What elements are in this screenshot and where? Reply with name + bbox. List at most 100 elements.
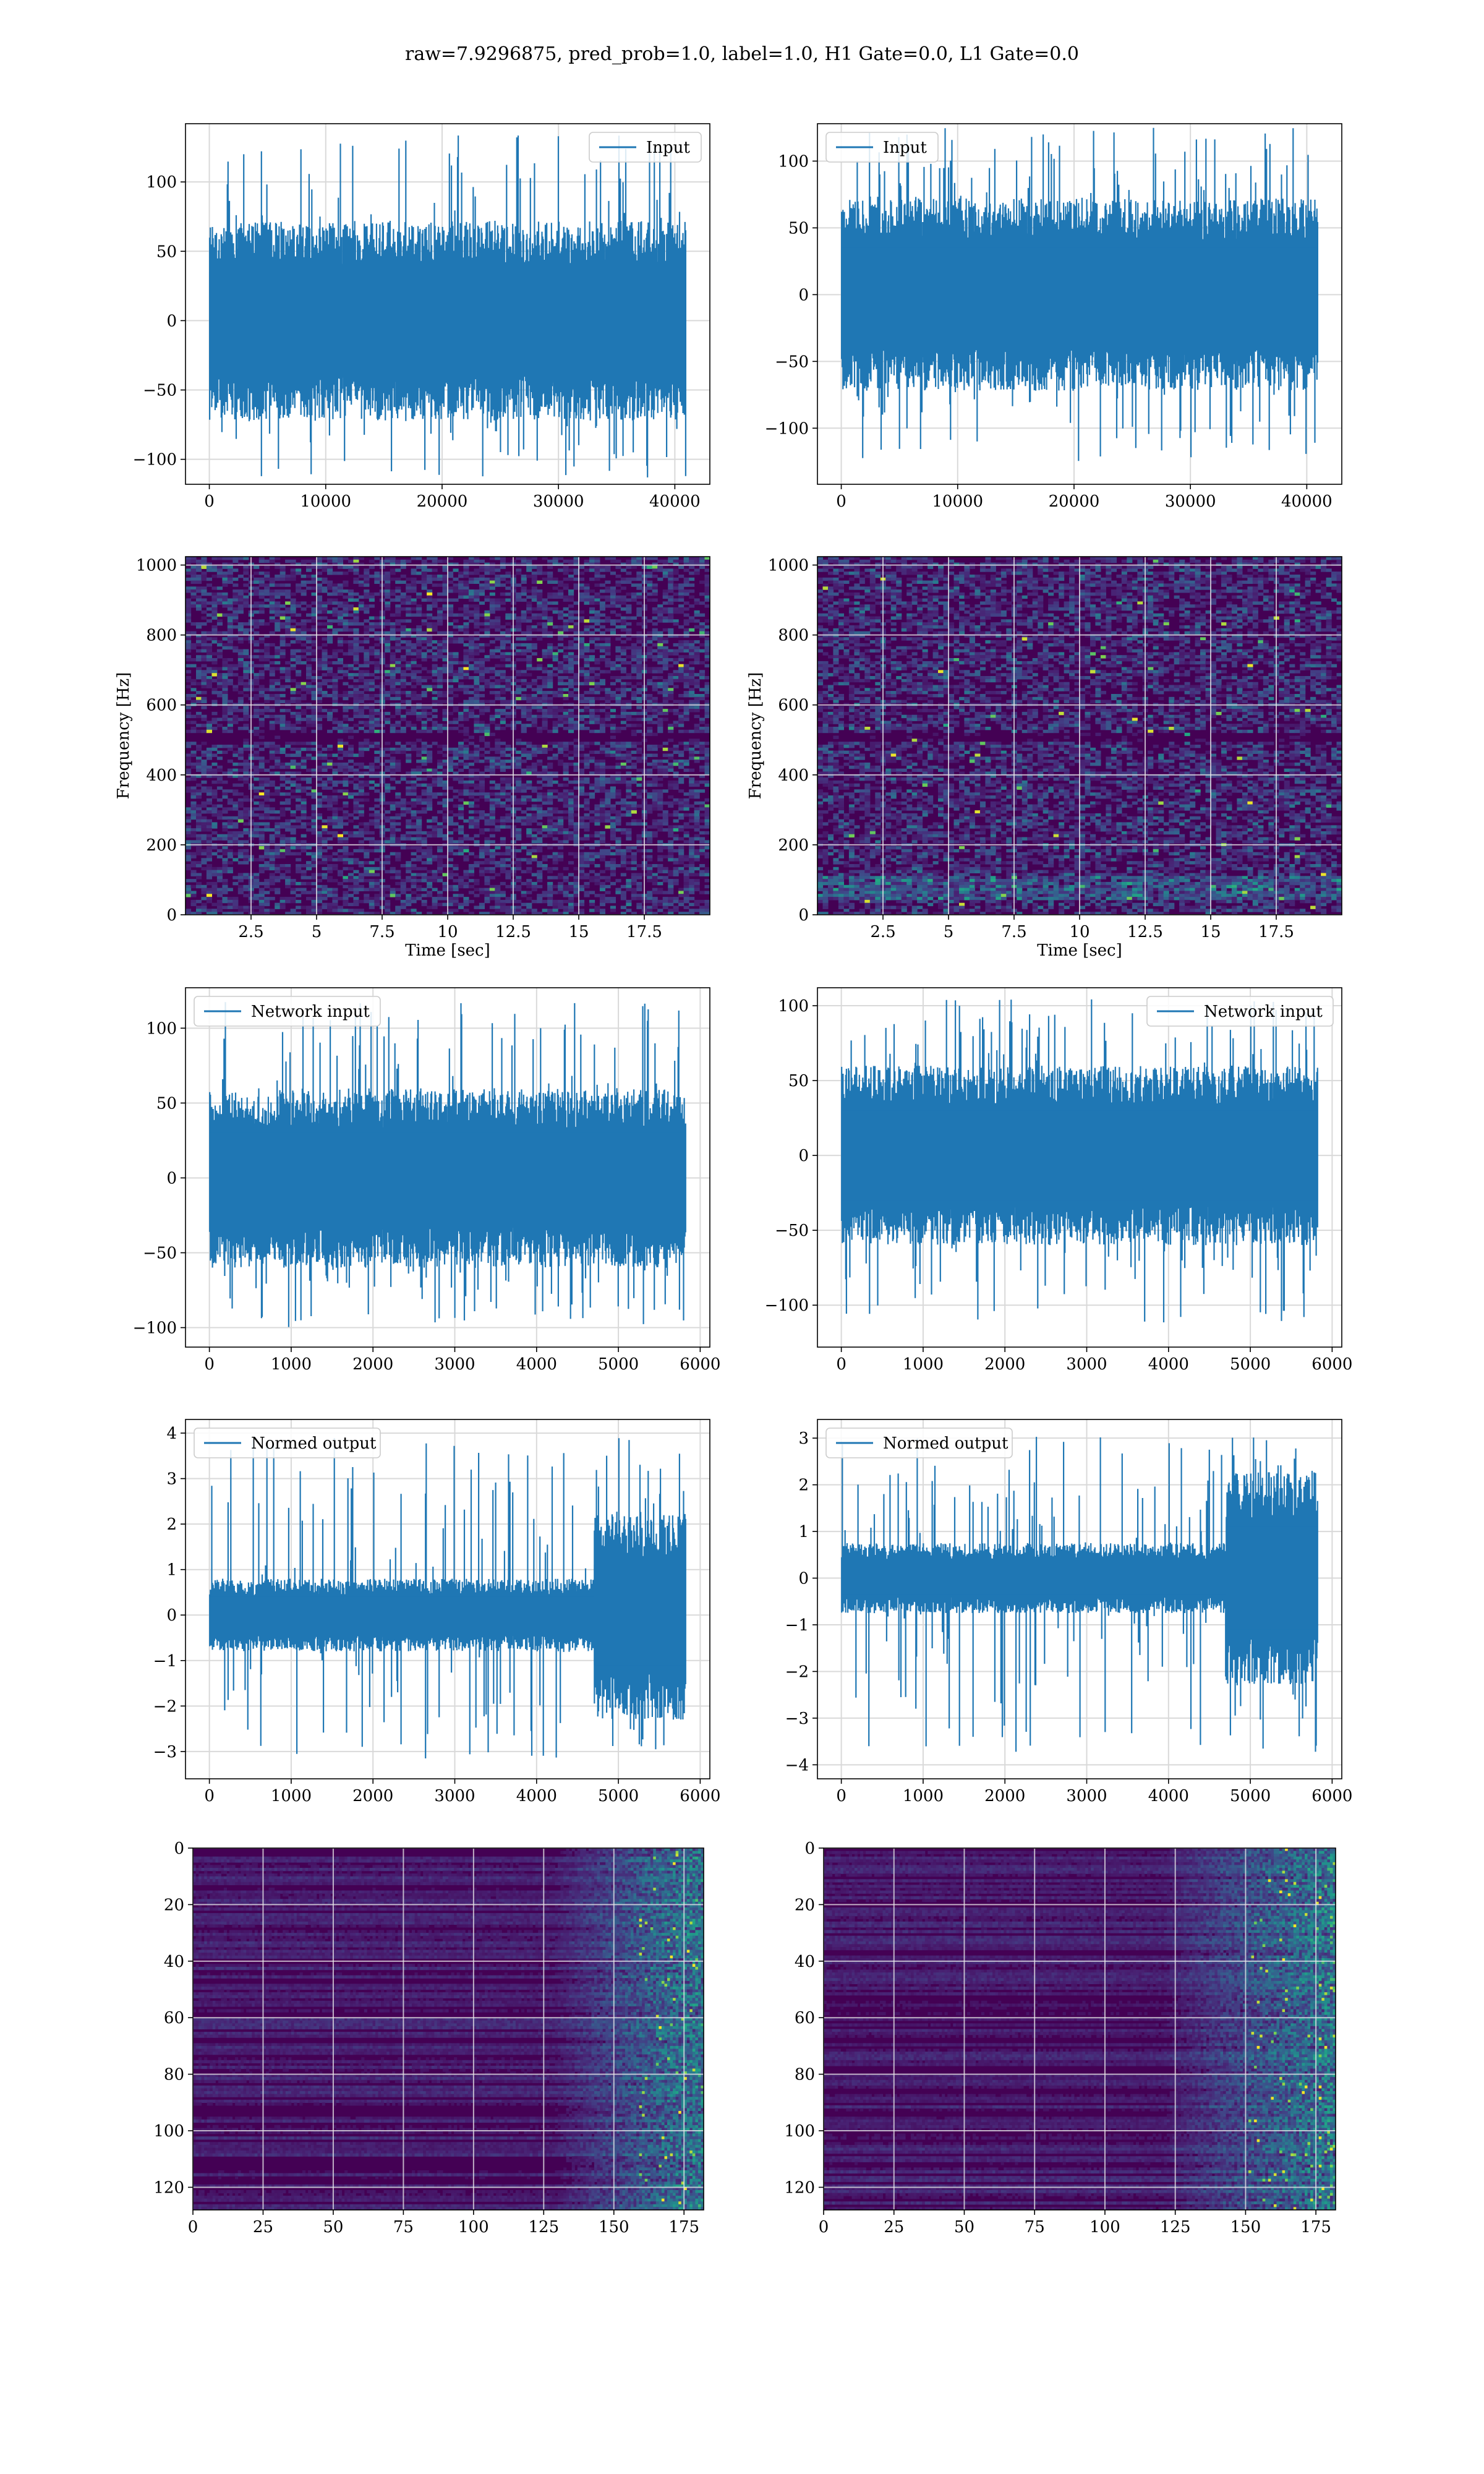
x-tick-label: 4000 (516, 1787, 557, 1805)
y-tick-label: 0 (166, 1606, 177, 1625)
x-tick-label: 15 (568, 923, 589, 941)
legend-label: Normed output (251, 1434, 377, 1453)
x-tick-label: 100 (458, 2218, 489, 2236)
x-tick-label: 0 (188, 2218, 198, 2236)
y-tick-label: 100 (153, 2122, 184, 2141)
y-tick-label: −100 (765, 1296, 809, 1315)
axes-frame (192, 1847, 704, 2211)
legend-label: Input (646, 139, 690, 157)
y-tick-label: −100 (133, 1319, 177, 1338)
signal-line (209, 1002, 686, 1327)
x-tick-label: 175 (1300, 2218, 1331, 2236)
y-tick-label: 1000 (136, 557, 177, 575)
panel-r3c1: 0 1000 2000 3000 4000 5000 6000 −100 −50 0 50 100 Ne… (133, 987, 720, 1374)
y-tick-label: 800 (778, 627, 809, 645)
y-tick-label: −100 (133, 451, 177, 469)
x-tick-label: 2.5 (870, 923, 895, 941)
y-tick-label: 400 (778, 766, 809, 785)
legend-label: Input (883, 139, 927, 157)
x-tick-label: 4000 (516, 1355, 557, 1374)
legend: Normed output (194, 1427, 381, 1458)
x-tick-label: 6000 (680, 1787, 720, 1805)
panel-r2c2: 2.5 5 7.5 10 12.5 15 17.5 0 200 400 600 800 1000 Time… (746, 556, 1342, 960)
y-tick-label: 50 (156, 1094, 177, 1113)
y-tick-label: 120 (153, 2178, 184, 2197)
y-tick-label: 20 (795, 1896, 815, 1914)
x-tick-label: 4000 (1148, 1787, 1189, 1805)
x-tick-label: 20000 (417, 492, 468, 511)
legend-box (825, 132, 939, 163)
x-tick-label: 50 (323, 2218, 343, 2236)
y-tick-label: 0 (798, 906, 809, 925)
legend: Input (825, 132, 939, 163)
legend-label: Normed output (883, 1434, 1009, 1453)
x-tick-label: 0 (819, 2218, 829, 2236)
x-tick-label: 4000 (1148, 1355, 1189, 1374)
x-tick-label: 0 (204, 1355, 215, 1374)
x-tick-label: 30000 (533, 492, 584, 511)
y-axis-label: Frequency [Hz] (114, 672, 133, 800)
axes-frame (817, 987, 1342, 1348)
x-tick-label: 3000 (434, 1355, 475, 1374)
axes-frame (185, 987, 710, 1348)
y-tick-label: 800 (146, 627, 177, 645)
x-tick-label: 100 (1090, 2218, 1120, 2236)
x-tick-label: 150 (599, 2218, 629, 2236)
y-tick-label: 120 (784, 2178, 815, 2197)
x-tick-label: 50 (954, 2218, 974, 2236)
y-tick-label: 2 (798, 1476, 809, 1495)
signal-line (209, 135, 686, 477)
legend-box (825, 1427, 1013, 1458)
x-tick-label: 1000 (903, 1787, 944, 1805)
x-tick-label: 25 (253, 2218, 273, 2236)
y-tick-label: 0 (166, 312, 177, 330)
y-tick-label: 60 (795, 2009, 815, 2027)
x-tick-label: 5000 (1230, 1787, 1271, 1805)
x-tick-label: 30000 (1165, 492, 1216, 511)
x-tick-label: 2000 (352, 1787, 393, 1805)
y-tick-label: 100 (784, 2122, 815, 2141)
y-tick-label: 2 (166, 1515, 177, 1534)
y-tick-label: 600 (778, 696, 809, 715)
y-tick-label: 80 (164, 2066, 184, 2084)
y-tick-label: −3 (153, 1743, 177, 1761)
y-tick-label: 1 (798, 1523, 809, 1541)
y-tick-label: 600 (146, 696, 177, 715)
x-tick-label: 25 (884, 2218, 904, 2236)
axes-frame (817, 123, 1342, 485)
axes-frame (185, 123, 710, 485)
x-tick-label: 175 (668, 2218, 699, 2236)
legend: Input (589, 132, 702, 163)
y-tick-label: 80 (795, 2066, 815, 2084)
x-tick-label: 5 (312, 923, 322, 941)
y-tick-label: 1000 (768, 557, 809, 575)
figure-title: raw=7.9296875, pred_prob=1.0, label=1.0,… (0, 43, 1484, 65)
legend: Network input (1146, 996, 1334, 1027)
y-tick-label: 0 (166, 906, 177, 925)
x-tick-label: 0 (836, 492, 846, 511)
y-tick-label: 20 (164, 1896, 184, 1914)
x-tick-label: 12.5 (1127, 923, 1163, 941)
x-tick-label: 1000 (271, 1355, 312, 1374)
legend-label: Network input (251, 1003, 370, 1021)
axes-frame (823, 1847, 1336, 2211)
x-tick-label: 6000 (680, 1355, 720, 1374)
y-tick-label: −50 (143, 382, 177, 400)
panel-r5c1: 0 25 50 75 100 125 150 175 0 20 40 60 80 100 120 (153, 1839, 704, 2236)
y-tick-label: −2 (153, 1697, 177, 1716)
y-tick-label: 0 (798, 286, 809, 304)
panel-r5c2: 0 25 50 75 100 125 150 175 0 20 40 60 80 100 120 (784, 1839, 1336, 2236)
y-axis-label: Frequency [Hz] (746, 672, 765, 800)
x-axis-label: Time [sec] (405, 941, 490, 960)
x-tick-label: 3000 (1066, 1787, 1107, 1805)
x-tick-label: 3000 (1066, 1355, 1107, 1374)
x-tick-label: 10 (1069, 923, 1090, 941)
x-tick-label: 12.5 (495, 923, 531, 941)
x-tick-label: 2000 (352, 1355, 393, 1374)
y-tick-label: 100 (146, 173, 177, 192)
y-tick-label: −4 (785, 1756, 809, 1774)
x-tick-label: 5000 (598, 1355, 639, 1374)
panel-r2c1: 2.5 5 7.5 10 12.5 15 17.5 0 200 400 600 800 1000 Time… (114, 556, 710, 960)
y-tick-label: 3 (166, 1470, 177, 1489)
